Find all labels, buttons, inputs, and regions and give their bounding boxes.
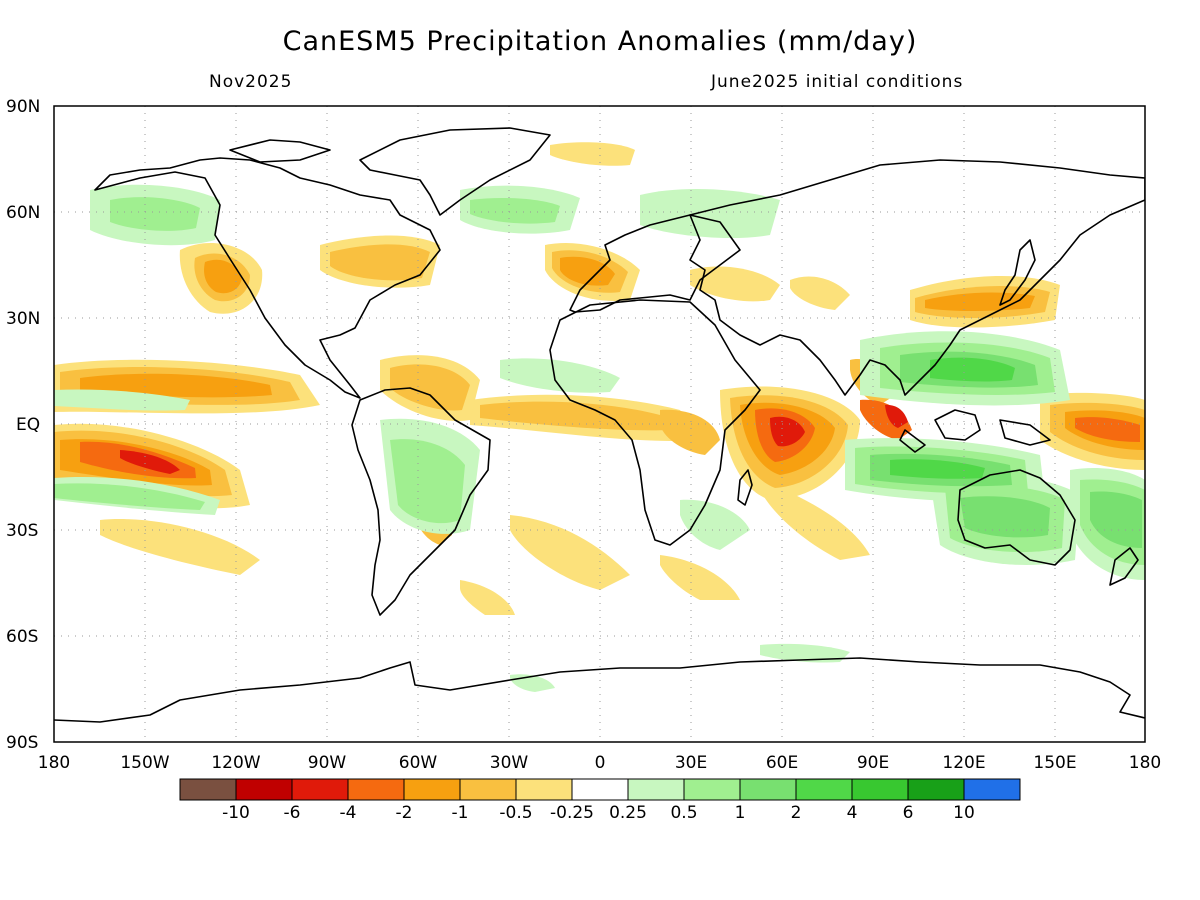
lon-label: 60E: [766, 753, 798, 773]
colorbar-label: 6: [903, 803, 914, 823]
colorbar-swatch: [795, 778, 853, 801]
longitude-labels: 180 150W 120W 90W 60W 30W 0 30E 60E 90E …: [38, 753, 1161, 773]
lon-label: 120E: [942, 753, 985, 773]
lat-label: 90S: [6, 733, 38, 753]
lon-label: 90E: [857, 753, 889, 773]
lon-label: 30E: [675, 753, 707, 773]
colorbar: [179, 778, 1021, 801]
colorbar-label: -4: [340, 803, 357, 823]
colorbar-label: -1: [452, 803, 469, 823]
init-conditions-label: June2025 initial conditions: [711, 72, 964, 92]
colorbar-swatch: [627, 778, 685, 801]
lon-label: 150E: [1033, 753, 1076, 773]
colorbar-label: 0.25: [609, 803, 647, 823]
lon-label: 150W: [120, 753, 169, 773]
colorbar-label: -0.25: [550, 803, 594, 823]
colorbar-swatch: [851, 778, 909, 801]
lon-label: 180: [38, 753, 70, 773]
colorbar-label: -6: [284, 803, 301, 823]
colorbar-swatch: [347, 778, 405, 801]
colorbar-label: 4: [847, 803, 858, 823]
colorbar-swatch: [571, 778, 629, 801]
colorbar-swatch: [515, 778, 573, 801]
colorbar-label: -0.5: [499, 803, 532, 823]
map-title: CanESM5 Precipitation Anomalies (mm/day): [282, 26, 918, 57]
map-frame: [53, 105, 1146, 743]
lat-label: 30S: [6, 521, 38, 541]
anomaly-shading: [54, 142, 1145, 692]
latitude-labels: 90N 60N 30N EQ 30S 60S 90S: [6, 97, 40, 753]
colorbar-label: -2: [396, 803, 413, 823]
colorbar-swatch: [739, 778, 797, 801]
colorbar-swatch: [907, 778, 965, 801]
lat-label: EQ: [16, 415, 40, 435]
colorbar-swatch: [179, 778, 237, 801]
lon-label: 120W: [211, 753, 260, 773]
graticule: [54, 106, 1145, 742]
lon-label: 60W: [399, 753, 438, 773]
lat-label: 90N: [6, 97, 40, 117]
colorbar-swatch: [683, 778, 741, 801]
colorbar-swatch: [235, 778, 293, 801]
lon-label: 0: [595, 753, 606, 773]
lon-label: 180: [1129, 753, 1161, 773]
lat-label: 60N: [6, 203, 40, 223]
valid-month-label: Nov2025: [209, 72, 293, 92]
lon-label: 30W: [490, 753, 529, 773]
colorbar-swatch: [459, 778, 517, 801]
lat-label: 30N: [6, 309, 40, 329]
colorbar-swatch: [403, 778, 461, 801]
coastlines: [54, 127, 1145, 723]
colorbar-label: 1: [735, 803, 746, 823]
colorbar-labels: -10 -6 -4 -2 -1 -0.5 -0.25 0.25 0.5 1 2 4 6 10: [222, 803, 975, 823]
colorbar-swatch: [291, 778, 349, 801]
colorbar-label: -10: [222, 803, 250, 823]
lat-label: 60S: [6, 627, 38, 647]
lon-label: 90W: [308, 753, 347, 773]
colorbar-label: 10: [953, 803, 975, 823]
colorbar-swatch: [963, 778, 1021, 801]
colorbar-label: 2: [791, 803, 802, 823]
colorbar-label: 0.5: [670, 803, 697, 823]
